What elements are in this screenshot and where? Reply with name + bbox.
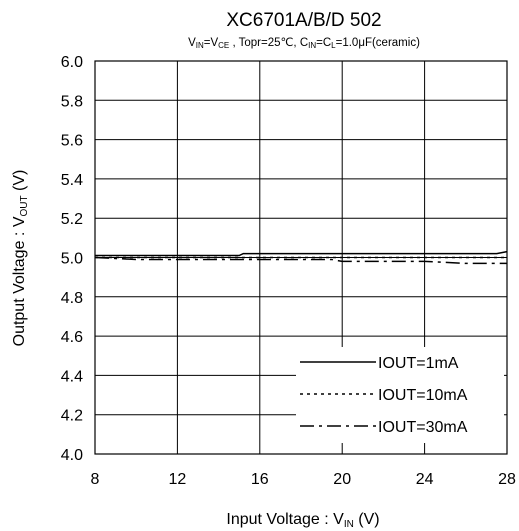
x-tick-label: 24 (416, 471, 434, 488)
x-tick-label: 16 (251, 471, 269, 488)
chart-subtitle: VIN=VCE , Topr=25℃, CIN=CL=1.0μF(ceramic… (188, 37, 420, 50)
legend-label-iout-1ma: IOUT=1mA (378, 355, 459, 372)
legend-label-iout-10ma: IOUT=10mA (378, 387, 468, 404)
y-tick-label: 5.2 (61, 211, 83, 228)
y-tick-label: 4.6 (61, 329, 83, 346)
legend: IOUT=1mA IOUT=10mA IOUT=30mA (296, 347, 504, 443)
y-tick-label: 5.8 (61, 93, 83, 110)
y-tick-label: 4.8 (61, 290, 83, 307)
y-tick-label: 5.6 (61, 133, 83, 150)
series-line-3 (94, 256, 507, 265)
legend-background (296, 347, 504, 443)
x-tick-label: 12 (169, 471, 187, 488)
x-tick-label: 20 (333, 471, 351, 488)
series-lines (94, 250, 508, 265)
x-tick-labels: 8 12 16 20 24 28 (91, 471, 516, 488)
x-axis-label: Input Voltage : VIN (V) (226, 511, 379, 530)
y-axis-label: Output Voltage : VOUT (V) (11, 170, 30, 347)
y-tick-label: 4.4 (61, 368, 83, 385)
series-line-1 (95, 250, 508, 257)
y-tick-label: 4.2 (61, 408, 83, 425)
y-tick-label: 5.0 (61, 251, 83, 268)
y-tick-label: 5.4 (61, 172, 83, 189)
legend-label-iout-30ma: IOUT=30mA (378, 419, 468, 436)
x-tick-label: 28 (498, 471, 516, 488)
chart-title: XC6701A/B/D 502 (226, 10, 381, 31)
y-tick-label: 4.0 (61, 447, 83, 464)
y-tick-labels: 4.0 4.2 4.4 4.6 4.8 5.0 5.2 5.4 5.6 5.8 6.0 (61, 54, 83, 464)
x-tick-label: 8 (91, 471, 100, 488)
y-tick-label: 6.0 (61, 54, 83, 71)
